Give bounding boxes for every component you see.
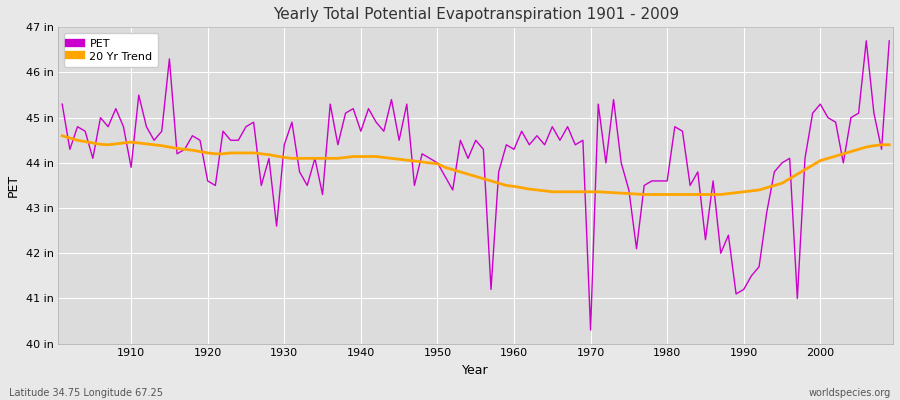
PET — [57, 102, 68, 106]
X-axis label: Year: Year — [463, 364, 489, 377]
PET — [332, 142, 343, 147]
20 Yr Trend — [501, 183, 512, 188]
20 Yr Trend — [57, 133, 68, 138]
Text: worldspecies.org: worldspecies.org — [809, 388, 891, 398]
Text: Latitude 34.75 Longitude 67.25: Latitude 34.75 Longitude 67.25 — [9, 388, 163, 398]
20 Yr Trend — [508, 184, 519, 189]
Line: 20 Yr Trend: 20 Yr Trend — [62, 136, 889, 194]
PET — [884, 38, 895, 43]
Line: PET: PET — [62, 41, 889, 330]
20 Yr Trend — [118, 140, 129, 145]
PET — [286, 120, 297, 124]
PET — [508, 147, 519, 152]
PET — [608, 97, 619, 102]
PET — [585, 328, 596, 332]
Legend: PET, 20 Yr Trend: PET, 20 Yr Trend — [64, 33, 158, 67]
PET — [861, 38, 872, 43]
PET — [501, 142, 512, 147]
20 Yr Trend — [332, 156, 343, 161]
Y-axis label: PET: PET — [7, 174, 20, 197]
20 Yr Trend — [639, 192, 650, 197]
Title: Yearly Total Potential Evapotranspiration 1901 - 2009: Yearly Total Potential Evapotranspiratio… — [273, 7, 679, 22]
PET — [118, 124, 129, 129]
20 Yr Trend — [600, 190, 611, 195]
20 Yr Trend — [884, 142, 895, 147]
20 Yr Trend — [286, 156, 297, 161]
